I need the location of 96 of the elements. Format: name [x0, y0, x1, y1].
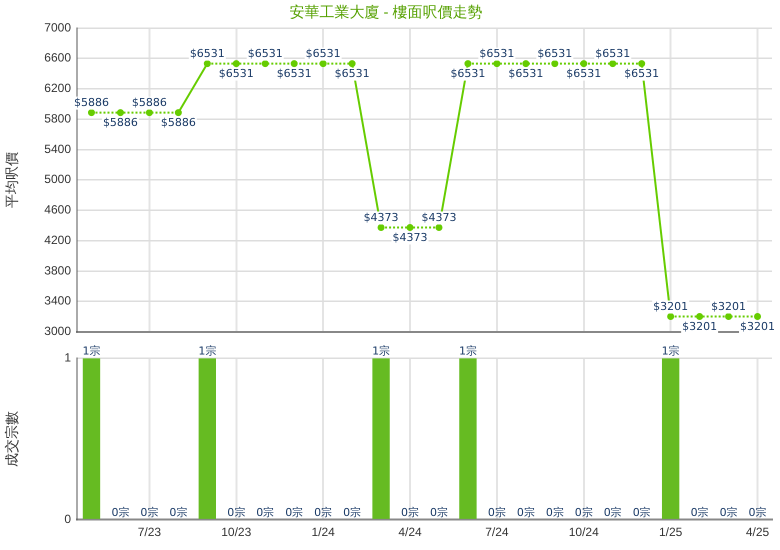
data-label: 0宗	[574, 506, 593, 519]
point	[146, 109, 153, 116]
data-label: 1宗	[82, 344, 100, 358]
y-tick-label: 0	[64, 512, 72, 526]
point	[609, 60, 616, 68]
data-label: $6531	[508, 66, 544, 80]
data-label: 0宗	[748, 506, 767, 519]
data-label: 0宗	[256, 506, 274, 519]
data-label: 0宗	[488, 506, 506, 519]
point	[204, 60, 211, 68]
x-tick-label: 7/23	[138, 525, 162, 540]
point	[580, 60, 588, 68]
data-label: $6531	[479, 46, 514, 60]
point	[348, 60, 356, 68]
data-label: $6531	[566, 66, 602, 80]
data-label: $4373	[421, 210, 456, 224]
data-label: 0宗	[401, 506, 420, 519]
point	[725, 313, 732, 320]
point	[116, 109, 124, 116]
data-label: $3201	[711, 300, 746, 313]
data-label: 0宗	[632, 506, 651, 519]
data-label: $6531	[276, 66, 312, 80]
y-tick-label: 3400	[44, 294, 72, 308]
data-label: 0宗	[140, 506, 158, 519]
data-label: $6531	[218, 66, 254, 80]
data-label: $6531	[306, 46, 341, 60]
data-label: $5886	[74, 96, 109, 109]
data-label: 0宗	[111, 506, 130, 519]
point	[667, 313, 674, 320]
data-label: $3201	[740, 320, 776, 333]
data-label: 0宗	[720, 506, 738, 519]
data-label: 0宗	[227, 506, 246, 519]
data-label: 1宗	[372, 344, 390, 358]
data-label: 1宗	[458, 344, 477, 358]
point	[464, 60, 472, 68]
point	[754, 313, 762, 320]
data-label: 1宗	[662, 344, 680, 358]
data-label: 0宗	[546, 506, 564, 519]
data-label: 0宗	[314, 506, 332, 519]
point	[378, 224, 385, 232]
point	[551, 60, 558, 68]
point	[320, 60, 327, 68]
y-tick-label: 1	[64, 350, 72, 365]
data-label: $6531	[334, 66, 370, 80]
point	[232, 60, 240, 68]
y-tick-label: 4200	[44, 232, 72, 247]
point	[88, 109, 95, 116]
data-label: $6531	[537, 46, 572, 60]
x-tick-label: 7/24	[485, 525, 509, 540]
data-label: 1宗	[198, 344, 216, 358]
x-tick-label: 10/24	[568, 525, 600, 540]
point	[493, 60, 500, 68]
data-label: $6531	[595, 46, 630, 60]
chart-title: 安華工業大廈 - 樓面呎價走勢	[289, 4, 483, 22]
point	[522, 60, 530, 68]
point	[638, 60, 646, 68]
y-axis-title: 成交宗數	[3, 410, 20, 467]
data-label: 0宗	[690, 506, 709, 519]
x-tick-label: 4/25	[746, 525, 770, 540]
point	[290, 60, 298, 68]
x-tick-label: 4/24	[398, 525, 422, 540]
data-label: 0宗	[516, 506, 535, 519]
data-label: $3201	[653, 300, 688, 313]
y-tick-label: 3800	[44, 263, 72, 278]
y-tick-label: 4600	[44, 202, 72, 217]
y-tick-label: 5800	[44, 111, 72, 126]
x-tick-label: 1/24	[311, 525, 336, 540]
point	[435, 224, 442, 232]
data-label: $5886	[132, 96, 167, 109]
data-label: $6531	[624, 66, 660, 80]
point	[696, 313, 704, 320]
data-label: 0宗	[285, 506, 304, 519]
y-tick-label: 6200	[44, 81, 72, 96]
data-label: $6531	[248, 46, 283, 60]
y-tick-label: 3000	[44, 324, 72, 338]
data-label: 0宗	[343, 506, 362, 519]
x-tick-label: 10/23	[221, 525, 252, 540]
y-tick-label: 5400	[44, 142, 72, 156]
y-tick-label: 7000	[44, 20, 72, 34]
y-axis-title: 平均呎價	[3, 152, 20, 208]
data-label: $4373	[392, 230, 428, 244]
data-label: 0宗	[169, 506, 188, 519]
data-label: $6531	[190, 46, 225, 60]
point	[406, 224, 414, 232]
data-label: $3201	[682, 320, 718, 333]
point	[262, 60, 269, 68]
x-tick-label: 1/25	[658, 525, 683, 540]
point	[174, 109, 182, 116]
data-label: $5886	[102, 116, 138, 129]
data-label: 0宗	[430, 506, 448, 519]
data-label: $6531	[450, 66, 486, 80]
data-label: $5886	[160, 116, 196, 129]
y-tick-label: 6600	[44, 50, 72, 65]
y-tick-label: 5000	[44, 172, 72, 186]
data-label: $4373	[364, 210, 399, 224]
data-label: 0宗	[604, 506, 622, 519]
